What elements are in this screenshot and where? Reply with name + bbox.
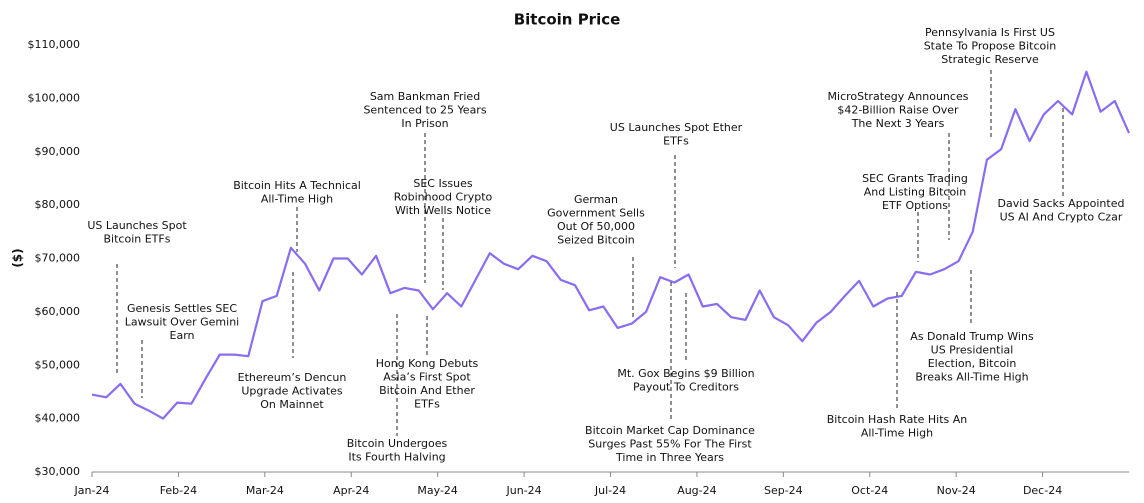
annotation-text: Seized Bitcoin (557, 234, 635, 247)
x-tick-label: Sep-24 (764, 484, 803, 497)
annotation-text: Payout To Creditors (633, 381, 739, 394)
x-tick-label: Nov-24 (937, 484, 976, 497)
x-tick-label: Aug-24 (677, 484, 716, 497)
y-tick-label: $50,000 (35, 358, 81, 371)
annotation-text: ETFs (663, 135, 689, 148)
annotation-text: ETFs (414, 398, 440, 411)
price-line (91, 70, 1131, 420)
annotation-text: All-Time High (261, 193, 333, 206)
annotation-text: Out Of 50,000 (557, 220, 635, 233)
annotation-text: Earn (170, 329, 195, 342)
y-axis-label: ($) (11, 248, 25, 267)
annotation-text: And Listing Bitcoin (864, 186, 966, 199)
annotation-text: Bitcoin Undergoes (347, 437, 448, 450)
annotation-text: David Sacks Appointed (998, 197, 1125, 210)
annotation-text: Genesis Settles SEC (127, 302, 237, 315)
annotation-text: State To Propose Bitcoin (924, 40, 1057, 53)
chart-title: Bitcoin Price (514, 11, 621, 29)
annotation-text: Hong Kong Debuts (376, 357, 479, 370)
annotation-text: Sentenced to 25 Years (363, 104, 486, 117)
annotation-text: Mt. Gox Begins $9 Billion (617, 367, 754, 380)
annotation-text: Strategic Reserve (941, 53, 1039, 66)
x-tick-label: Jul-24 (594, 484, 626, 497)
x-tick-label: Mar-24 (246, 484, 284, 497)
annotation-text: Surges Past 55% For The First (588, 438, 752, 451)
annotation-text: $42-Billion Raise Over (837, 104, 959, 117)
annotation-text: Bitcoin And Ether (379, 384, 475, 397)
annotation-text: Bitcoin Market Cap Dominance (585, 424, 755, 437)
annotation-text: Breaks All-Time High (915, 371, 1028, 384)
annotation-text: Lawsuit Over Gemini (125, 316, 239, 329)
y-tick-label: $90,000 (35, 145, 81, 158)
y-tick-label: $110,000 (28, 38, 81, 51)
annotation-text: Its Fourth Halving (348, 451, 445, 464)
annotation-text: Bitcoin Hits A Technical (233, 179, 361, 192)
x-tick-label: Jan-24 (74, 484, 110, 497)
annotation-text: All-Time High (861, 427, 933, 440)
annotation-text: US AI And Crypto Czar (1000, 211, 1123, 224)
annotation-text: In Prison (401, 117, 448, 130)
annotation-text: The Next 3 Years (851, 117, 945, 130)
y-tick-label: $100,000 (28, 91, 81, 104)
annotation-text: ETF Options (882, 199, 948, 212)
annotation-text: Sam Bankman Fried (370, 90, 480, 103)
annotation-text: Time in Three Years (615, 451, 724, 464)
x-tick-label: Apr-24 (333, 484, 369, 497)
x-tick-label: Jun-24 (506, 484, 542, 497)
annotation-text: US Launches Spot Ether (610, 121, 743, 134)
annotation-text: Bitcoin Hash Rate Hits An (827, 413, 968, 426)
annotation-text: On Mainnet (260, 398, 324, 411)
annotation-text: Asia’s First Spot (383, 371, 471, 384)
x-tick-label: Oct-24 (851, 484, 888, 497)
annotation-text: With Wells Notice (395, 204, 491, 217)
annotation-text: MicroStrategy Announces (828, 90, 969, 103)
y-tick-label: $30,000 (35, 465, 81, 478)
annotation-text: Bitcoin ETFs (104, 233, 171, 246)
x-tick-label: Feb-24 (160, 484, 197, 497)
annotation-text: German (574, 193, 618, 206)
y-tick-label: $70,000 (35, 252, 81, 265)
annotation-text: US Presidential (931, 344, 1014, 357)
annotation-text: Election, Bitcoin (928, 357, 1017, 370)
annotation-text: Upgrade Activates (241, 385, 343, 398)
annotation-text: US Launches Spot (87, 219, 187, 232)
annotation-text: SEC Issues (413, 177, 473, 190)
y-tick-label: $60,000 (35, 305, 81, 318)
annotation-text: Government Sells (547, 207, 645, 220)
y-tick-label: $80,000 (35, 198, 81, 211)
x-tick-label: Dec-24 (1023, 484, 1062, 497)
annotation-text: SEC Grants Trading (862, 172, 968, 185)
x-tick-label: May-24 (417, 484, 458, 497)
annotation-text: As Donald Trump Wins (910, 330, 1034, 343)
annotation-text: Robinhood Crypto (394, 191, 493, 204)
annotation-text: Ethereum’s Dencun (238, 371, 347, 384)
y-tick-label: $40,000 (35, 412, 81, 425)
annotation-text: Pennsylvania Is First US (925, 26, 1055, 39)
